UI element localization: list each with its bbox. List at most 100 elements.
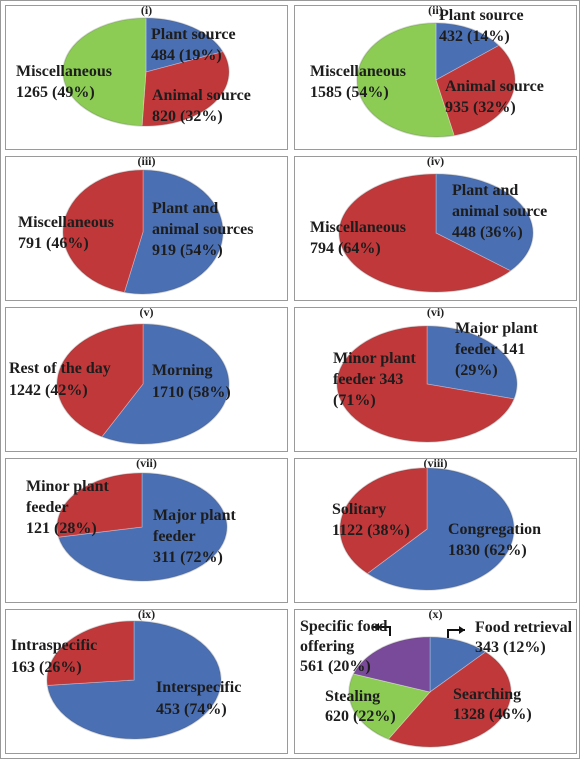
pie-slice xyxy=(46,620,135,686)
slice-label: Miscellaneous 1265 (49%) xyxy=(16,61,112,103)
slice-label-line: 620 (22%) xyxy=(325,708,396,725)
pie-slice xyxy=(336,325,515,443)
chart-title: (ix) xyxy=(137,607,156,621)
pie-chart xyxy=(338,173,534,293)
slice-label: Rest of the day 1242 (42%) xyxy=(9,358,111,402)
slice-label: Animal source 820 (32%) xyxy=(152,85,251,127)
pie-outline xyxy=(62,169,224,295)
pie-slice xyxy=(101,323,230,445)
callout-arrowhead xyxy=(373,623,379,631)
slice-label: Morning 1710 (58%) xyxy=(152,360,231,404)
slice-label: Intraspecific 163 (26%) xyxy=(11,635,97,679)
chart-title: (x) xyxy=(428,607,443,621)
pie-panel: (vi) Minor plant feeder 343 (71%) Major plan… xyxy=(294,305,577,452)
slice-label: Food retrieval 343 (12%) xyxy=(475,618,572,658)
chart-title: (iii) xyxy=(137,154,156,168)
slice-label-line: Miscellaneous xyxy=(18,214,114,231)
slice-label: Plant and animal source 448 (36%) xyxy=(452,180,547,243)
slice-label-line: (29%) xyxy=(455,362,498,379)
pie-panel: (ix) Intraspecific 163 (26%) Interspecific 4… xyxy=(5,607,288,754)
pie-outline xyxy=(356,22,516,138)
pie-chart xyxy=(56,323,230,445)
pie-slice xyxy=(348,673,431,740)
slice-label: Congregation 1830 (62%) xyxy=(448,519,541,561)
slice-label: Specific food offering 561 (20%) xyxy=(300,617,388,677)
slice-label: Major plant feeder 311 (72%) xyxy=(153,505,236,568)
pie-chart xyxy=(336,325,518,443)
pie-slice xyxy=(56,472,143,538)
pie-outline xyxy=(56,472,228,582)
slice-label-line: 448 (36%) xyxy=(452,224,523,241)
pie-slice xyxy=(62,169,144,293)
pie-outline xyxy=(336,325,518,443)
pie-outline xyxy=(46,620,222,740)
pie-outline xyxy=(62,17,230,127)
chart-title: (iv) xyxy=(426,154,445,168)
slice-label: Major plant feeder 141 (29%) xyxy=(455,318,538,381)
pie-panel: (vii) Minor plant feeder 121 (28%) Major pla… xyxy=(5,456,288,603)
pie-chart xyxy=(339,467,515,591)
slice-label: Searching 1328 (46%) xyxy=(453,685,532,725)
slice-label-line: 1242 (42%) xyxy=(9,382,88,399)
slice-label-line: Plant and xyxy=(452,182,519,199)
pie-chart xyxy=(348,623,512,748)
slice-label-line: Miscellaneous xyxy=(16,63,112,80)
slice-label-line: Major plant xyxy=(153,507,236,524)
chart-title: (ii) xyxy=(428,3,443,17)
slice-label-line: 791 (46%) xyxy=(18,235,89,252)
pie-slice xyxy=(352,636,431,693)
pie-panel: (iv) Miscellaneous 794 (64%) Plant and anima… xyxy=(294,154,577,301)
pie-slice xyxy=(435,22,500,81)
slice-label-line: 1710 (58%) xyxy=(152,384,231,401)
slice-label: Minor plant feeder 121 (28%) xyxy=(26,476,109,539)
pie-outline xyxy=(348,636,512,748)
slice-label-line: Major plant xyxy=(455,320,538,337)
pie-slice xyxy=(62,17,147,127)
pie-chart xyxy=(46,620,222,740)
pie-chart xyxy=(56,472,228,582)
slice-label-line: offering xyxy=(300,638,355,655)
slice-label-line: Stealing xyxy=(325,688,381,705)
slice-label: Interspecific 453 (74%) xyxy=(156,677,241,721)
pie-slice xyxy=(366,467,515,591)
slice-label-line: Searching xyxy=(453,686,522,703)
slice-label-line: Minor plant xyxy=(333,350,416,367)
slice-label: Miscellaneous 791 (46%) xyxy=(18,212,114,254)
pie-panel: (ii) Miscellaneous 1585 (54%) Plant source 4… xyxy=(294,3,577,150)
pie-slice xyxy=(57,472,228,582)
slice-label-line: 935 (32%) xyxy=(445,99,516,116)
chart-title: (i) xyxy=(140,3,153,17)
pie-panel: (v) Rest of the day 1242 (42%) Morning 1710 … xyxy=(5,305,288,452)
slice-label-line: 794 (64%) xyxy=(310,240,381,257)
pie-chart xyxy=(356,22,516,138)
pie-outline xyxy=(338,173,534,293)
pie-slice xyxy=(339,467,428,574)
slice-label-line: 1122 (38%) xyxy=(332,522,410,539)
slice-label-line: 919 (54%) xyxy=(152,242,223,259)
slice-label: Plant source 484 (19%) xyxy=(151,24,236,66)
pie-slice xyxy=(356,22,455,138)
slice-label-line: Intraspecific xyxy=(11,637,98,654)
chart-title: (v) xyxy=(139,305,154,319)
pie-chart xyxy=(62,17,230,127)
slice-label-line: Morning xyxy=(152,362,213,379)
slice-label-line: Congregation xyxy=(448,521,542,538)
slice-label-line: Plant source xyxy=(439,7,524,24)
callout-arrowhead xyxy=(459,626,465,634)
slice-label-line: (71%) xyxy=(333,392,376,409)
pie-panel: (viii) Solitary 1122 (38%) Congregation 1830… xyxy=(294,456,577,603)
slice-label-line: Food retrieval xyxy=(475,619,573,636)
chart-title: (vi) xyxy=(426,305,445,319)
pie-slice xyxy=(46,620,222,740)
pie-slice xyxy=(387,651,512,748)
pie-chart xyxy=(62,169,224,295)
slice-label-line: 163 (26%) xyxy=(11,659,82,676)
slice-label-line: Plant source xyxy=(151,26,236,43)
slice-label: Miscellaneous 1585 (54%) xyxy=(310,61,406,103)
slice-label-line: Miscellaneous xyxy=(310,219,406,236)
slice-label-line: Animal source xyxy=(445,78,544,95)
slice-label-line: feeder 343 xyxy=(333,371,404,388)
pie-panel: (iii) Miscellaneous 791 (46%) Plant and anim… xyxy=(5,154,288,301)
pie-panel: (i) Miscellaneous 1265 (49%) Plant source 48… xyxy=(5,3,288,150)
